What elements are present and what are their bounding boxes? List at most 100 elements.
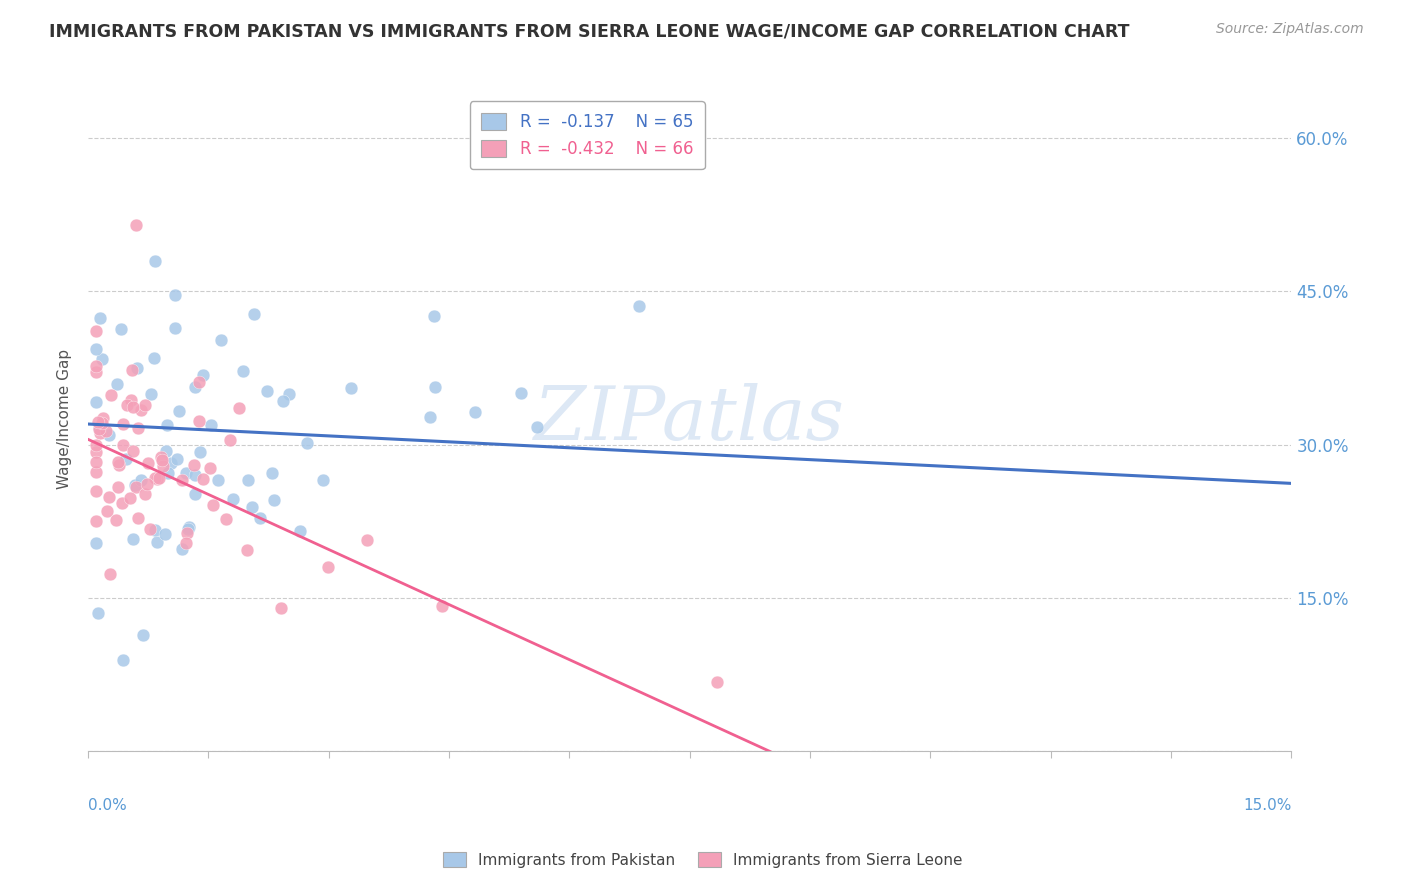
Point (167, 404, 190, 418)
Point (129, 402, 152, 417)
Point (94, 424, 117, 438)
Point (191, 368, 214, 382)
Point (188, 413, 211, 427)
Point (628, 299, 651, 313)
Point (312, 473, 335, 487)
Point (125, 480, 148, 494)
Point (112, 417, 135, 431)
Point (222, 491, 245, 506)
Point (105, 376, 128, 391)
Point (110, 322, 132, 336)
Point (198, 461, 221, 475)
Text: ZIPatlas: ZIPatlas (534, 383, 845, 455)
Point (134, 399, 156, 413)
Point (202, 498, 225, 512)
Point (240, 500, 263, 514)
Point (163, 288, 186, 302)
Point (87, 421, 110, 435)
Point (97, 428, 120, 442)
Point (200, 417, 222, 432)
Point (89, 422, 111, 436)
Legend: Immigrants from Pakistan, Immigrants from Sierra Leone: Immigrants from Pakistan, Immigrants fro… (437, 846, 969, 873)
Point (143, 523, 166, 537)
Point (89, 425, 111, 440)
Text: IMMIGRANTS FROM PAKISTAN VS IMMIGRANTS FROM SIERRA LEONE WAGE/INCOME GAP CORRELA: IMMIGRANTS FROM PAKISTAN VS IMMIGRANTS F… (49, 22, 1129, 40)
Point (256, 384, 278, 398)
Point (139, 387, 162, 401)
Point (127, 421, 149, 435)
Point (277, 387, 299, 401)
Point (149, 450, 172, 464)
Point (91, 351, 114, 366)
Point (136, 477, 159, 491)
Point (98, 567, 121, 582)
Point (356, 533, 378, 547)
Point (111, 653, 134, 667)
Point (131, 628, 153, 642)
Point (249, 510, 271, 524)
Point (84, 343, 107, 357)
Point (170, 473, 193, 487)
Point (425, 379, 447, 393)
Point (188, 444, 211, 458)
Point (84, 365, 107, 379)
Point (84, 465, 107, 479)
Point (84, 324, 107, 338)
Point (260, 467, 283, 481)
Point (228, 401, 250, 416)
Point (107, 480, 129, 494)
Point (124, 477, 146, 491)
Text: Source: ZipAtlas.com: Source: ZipAtlas.com (1216, 22, 1364, 37)
Point (191, 472, 214, 486)
Point (139, 522, 162, 536)
Point (122, 532, 145, 546)
Point (153, 526, 176, 541)
Point (122, 444, 145, 458)
Point (146, 535, 169, 549)
Point (207, 473, 229, 487)
Point (115, 451, 138, 466)
Point (148, 471, 170, 485)
Point (219, 434, 242, 448)
Point (104, 513, 127, 527)
Point (209, 333, 232, 347)
Point (170, 542, 193, 557)
Point (84, 455, 107, 469)
Point (84, 514, 107, 528)
Point (340, 381, 363, 395)
Legend: R =  -0.137    N = 65, R =  -0.432    N = 66: R = -0.137 N = 65, R = -0.432 N = 66 (470, 102, 704, 169)
Point (118, 491, 141, 506)
Point (120, 392, 142, 407)
Point (121, 363, 143, 377)
Point (142, 351, 165, 365)
Point (318, 560, 340, 574)
Point (184, 380, 207, 394)
Point (138, 456, 160, 470)
Point (96, 504, 118, 518)
Point (174, 466, 197, 480)
Point (91, 411, 114, 425)
Point (127, 360, 149, 375)
Point (84, 359, 107, 374)
Point (176, 526, 198, 541)
Text: 0.0%: 0.0% (89, 798, 127, 813)
Point (183, 458, 205, 472)
Point (152, 453, 174, 467)
Point (84, 445, 107, 459)
Point (121, 400, 143, 414)
Point (125, 218, 148, 232)
Point (160, 456, 183, 470)
Point (84, 536, 107, 550)
Point (155, 443, 177, 458)
Point (510, 385, 533, 400)
Point (235, 543, 257, 558)
Point (98, 490, 121, 504)
Point (236, 473, 259, 487)
Point (145, 473, 167, 487)
Point (188, 375, 211, 389)
Point (464, 405, 486, 419)
Point (430, 599, 453, 614)
Point (112, 438, 135, 452)
Point (152, 458, 174, 473)
Point (84, 395, 107, 409)
